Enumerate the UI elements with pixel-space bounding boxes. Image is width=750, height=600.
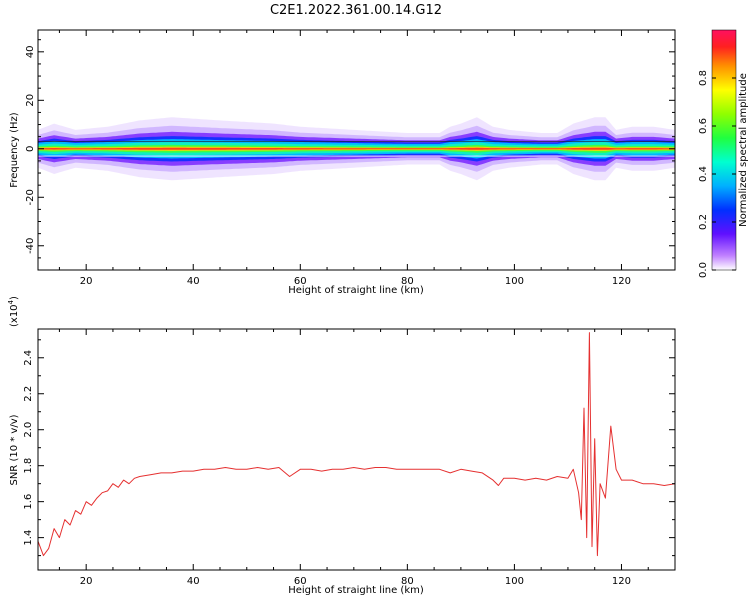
- x-tick-label: 120: [612, 576, 631, 587]
- y-tick-label: 1.8: [23, 458, 34, 474]
- spectrogram-x-ticks: 20 40 60 80 100 120: [58, 30, 676, 287]
- snr-series-line: [38, 332, 675, 557]
- x-tick-label: 40: [187, 576, 200, 587]
- spectrogram-band: [38, 117, 675, 181]
- y-tick-label: 2.0: [23, 422, 34, 438]
- y-tick-label: 2.2: [23, 386, 34, 402]
- y-tick-label: 2.4: [23, 350, 34, 366]
- x-tick-label: 100: [505, 576, 524, 587]
- snr-y-multiplier-base: (x10: [9, 304, 20, 327]
- x-tick-label: 80: [401, 276, 414, 287]
- snr-x-ticks: 20 40 60 80 100 120: [58, 329, 676, 587]
- snr-y-multiplier: (x104): [7, 296, 20, 327]
- figure-title: C2E1.2022.361.00.14.G12: [270, 3, 442, 18]
- x-tick-label: 40: [187, 276, 200, 287]
- colorbar: 0.0 0.2 0.4 0.6 0.8 Normalized spectral ampl…: [698, 29, 749, 278]
- x-tick-label: 20: [80, 576, 93, 587]
- spectrogram-panel: 20 40 60 80 100 120 -40 -20 0 20 40 Height of str…: [9, 29, 676, 296]
- y-tick-label: 40: [25, 45, 36, 58]
- colorbar-gradient: [711, 29, 737, 271]
- snr-panel: 20 40 60 80 100 120 1.4 1.6 1.8 2.0 2.2 2.4 Height…: [7, 296, 676, 596]
- y-tick-label: 20: [25, 94, 36, 107]
- y-tick-label: 1.6: [23, 494, 34, 510]
- x-tick-label: 100: [505, 276, 524, 287]
- y-tick-label: -20: [25, 189, 36, 205]
- colorbar-tick-label: 0.6: [698, 118, 709, 134]
- snr-y-axis-label: SNR (10 * v/v): [9, 414, 20, 485]
- spectrogram-y-axis-label: Frequency (Hz): [9, 112, 20, 188]
- y-tick-label: 1.4: [23, 530, 34, 546]
- y-tick-label: 0: [25, 146, 36, 152]
- snr-y-multiplier-close: ): [9, 296, 20, 300]
- snr-y-ticks: 1.4 1.6 1.8 2.0 2.2 2.4: [23, 339, 675, 557]
- colorbar-tick-label: 0.4: [698, 166, 709, 182]
- x-tick-label: 120: [612, 276, 631, 287]
- x-tick-label: 20: [80, 276, 93, 287]
- spectrogram-band-layer: [38, 147, 675, 150]
- x-tick-label: 80: [401, 576, 414, 587]
- spectrogram-x-axis-label: Height of straight line (km): [288, 285, 424, 296]
- x-tick-label: 60: [294, 576, 307, 587]
- snr-x-axis-label: Height of straight line (km): [288, 585, 424, 596]
- colorbar-tick-label: 0.0: [698, 262, 709, 278]
- y-tick-label: -40: [25, 238, 36, 254]
- x-tick-label: 60: [294, 276, 307, 287]
- spectrogram-axes-frame: [37, 29, 676, 271]
- colorbar-label: Normalized spectral amplitude: [738, 73, 749, 227]
- snr-y-multiplier-exp: 4: [7, 299, 15, 304]
- colorbar-tick-label: 0.2: [698, 214, 709, 230]
- snr-axes-frame: [37, 328, 676, 571]
- spectrogram-y-ticks: -40 -20 0 20 40: [25, 39, 675, 259]
- colorbar-tick-label: 0.8: [698, 70, 709, 86]
- colorbar-ticks: 0.0 0.2 0.4 0.6 0.8: [698, 70, 736, 278]
